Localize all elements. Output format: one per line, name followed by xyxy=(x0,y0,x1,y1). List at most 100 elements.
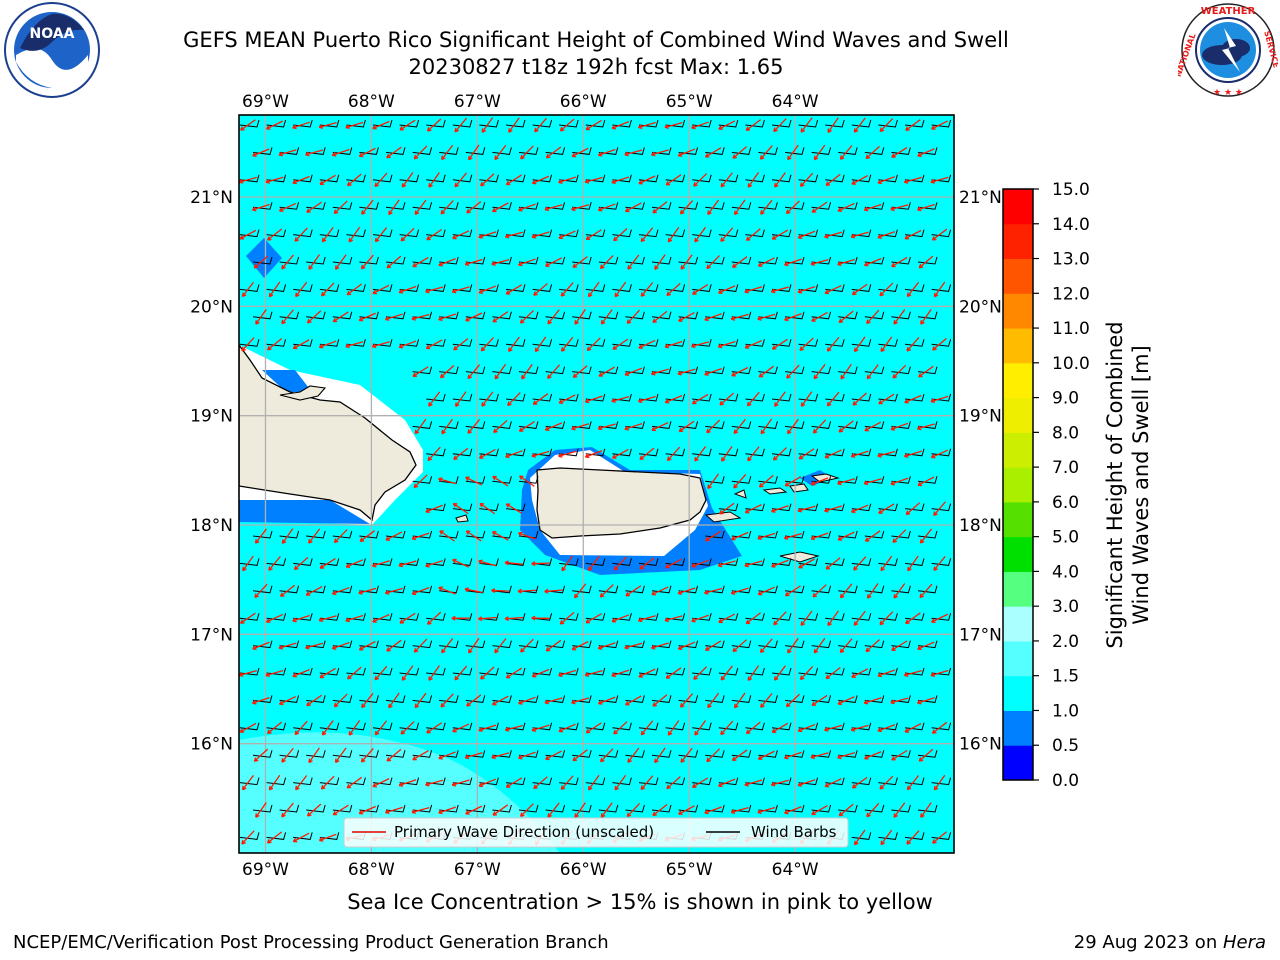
wind-barb xyxy=(598,311,619,320)
wave-direction-arrow xyxy=(278,642,297,650)
wave-direction-arrow xyxy=(465,805,483,815)
wind-barb xyxy=(598,585,619,594)
wind-barb xyxy=(412,476,433,484)
wind-barb xyxy=(585,722,606,731)
wind-barb xyxy=(665,174,686,183)
wave-direction-arrow xyxy=(920,309,932,325)
wave-direction-arrow xyxy=(864,421,882,432)
wave-direction-arrow xyxy=(650,642,669,650)
wave-direction-arrow xyxy=(266,338,283,351)
wind-barb xyxy=(612,777,632,786)
wave-direction-arrow xyxy=(706,419,721,434)
island-tortola xyxy=(810,473,840,483)
wave-direction-arrow xyxy=(893,309,906,325)
wave-direction-arrow xyxy=(691,777,709,788)
wave-direction-arrow xyxy=(811,694,828,707)
wind-barb xyxy=(505,119,526,128)
wave-direction-arrow xyxy=(760,692,773,709)
wave-direction-arrow xyxy=(877,450,896,458)
wave-direction-arrow xyxy=(677,368,696,376)
wave-direction-arrow xyxy=(838,310,854,324)
wave-direction-arrow xyxy=(757,257,775,267)
wind-barb xyxy=(372,667,393,676)
wave-direction-arrow xyxy=(865,639,880,653)
wave-direction-arrow xyxy=(800,117,813,133)
wave-height-patch-nw xyxy=(246,238,282,278)
wave-direction-arrow xyxy=(827,610,839,627)
wave-direction-arrow xyxy=(585,119,602,131)
wave-direction-arrow xyxy=(810,752,829,760)
wind-barb xyxy=(426,229,446,238)
wave-direction-arrow xyxy=(811,311,828,322)
wind-barb xyxy=(917,750,938,758)
wind-barb xyxy=(771,448,792,457)
wave-direction-arrow xyxy=(851,668,869,678)
colorbar-swatch xyxy=(1003,467,1033,503)
wind-barb xyxy=(705,530,725,539)
wave-direction-arrow xyxy=(252,148,270,157)
wave-direction-arrow xyxy=(574,802,586,818)
wave-direction-arrow xyxy=(664,615,683,623)
wind-barb xyxy=(346,229,366,238)
wave-direction-arrow xyxy=(879,611,894,626)
wave-direction-arrow xyxy=(733,692,746,709)
wave-direction-arrow xyxy=(890,477,909,486)
colorbar-swatch xyxy=(1003,397,1033,433)
wave-direction-arrow xyxy=(255,802,267,818)
wave-direction-arrow xyxy=(505,777,523,788)
wave-direction-arrow xyxy=(281,802,294,818)
wind-barb xyxy=(439,202,459,210)
wind-barb xyxy=(598,804,619,813)
wave-direction-arrow xyxy=(878,503,895,514)
wind-barb xyxy=(426,448,446,457)
wave-direction-arrow xyxy=(318,122,337,129)
wave-direction-arrow xyxy=(438,586,456,595)
wind-barb xyxy=(731,476,752,484)
wind-barb xyxy=(279,804,300,813)
wind-barb xyxy=(479,503,499,512)
wave-direction-arrow xyxy=(837,752,856,760)
wind-barb xyxy=(612,339,632,347)
wave-direction-arrow xyxy=(930,395,949,404)
wave-direction-arrow xyxy=(747,172,760,188)
wave-direction-arrow xyxy=(746,391,760,407)
wind-barb xyxy=(625,585,645,594)
wave-direction-arrow xyxy=(518,531,536,540)
svg-text:NOAA: NOAA xyxy=(30,26,75,42)
wind-barb xyxy=(731,640,752,649)
wave-direction-arrow xyxy=(319,174,336,185)
wind-barb xyxy=(692,448,712,457)
wave-direction-arrow xyxy=(452,502,469,515)
wind-barb xyxy=(758,421,778,429)
wave-direction-arrow xyxy=(826,391,840,407)
wave-direction-arrow xyxy=(266,831,283,844)
wind-barb xyxy=(705,256,725,265)
wind-barb xyxy=(705,202,725,210)
wave-direction-arrow xyxy=(758,365,774,378)
wave-direction-arrow xyxy=(518,258,536,267)
wave-direction-arrow xyxy=(704,368,722,376)
wind-barb xyxy=(492,804,512,813)
colorbar-label: Significant Height of Combined Wind Wave… xyxy=(1102,321,1154,648)
wind-barb xyxy=(505,393,526,402)
wind-barb xyxy=(532,284,553,292)
wave-direction-arrow xyxy=(386,255,402,269)
wind-barb xyxy=(745,667,765,676)
wave-direction-arrow xyxy=(837,258,856,267)
wave-direction-arrow xyxy=(851,283,868,296)
lon-label-bottom: 66°W xyxy=(560,860,607,880)
wave-direction-arrow xyxy=(931,721,948,734)
wave-direction-arrow xyxy=(586,337,601,352)
wave-direction-arrow xyxy=(705,530,722,542)
wave-direction-arrow xyxy=(787,144,799,161)
wave-direction-arrow xyxy=(571,147,589,158)
wave-direction-arrow xyxy=(891,256,908,268)
wave-direction-arrow xyxy=(584,450,603,459)
wave-direction-arrow xyxy=(920,802,932,818)
wave-direction-arrow xyxy=(906,775,920,791)
wave-direction-arrow xyxy=(254,528,267,544)
wind-barb xyxy=(612,229,632,238)
wave-direction-arrow xyxy=(797,779,816,787)
wave-direction-arrow xyxy=(600,309,613,325)
wind-barb xyxy=(758,147,778,155)
